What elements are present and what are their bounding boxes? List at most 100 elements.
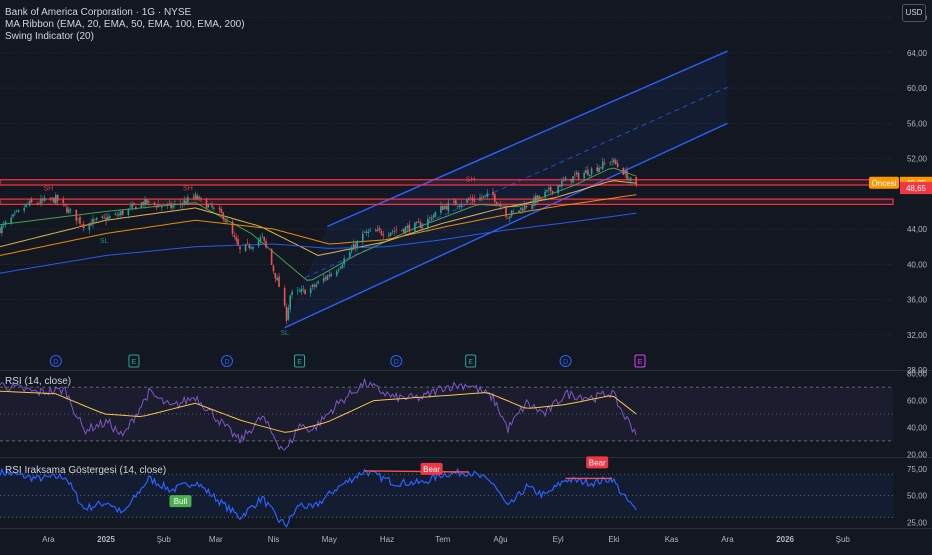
rsi-legend[interactable]: RSI (14, close) (5, 376, 72, 387)
candle-body (421, 226, 424, 229)
candle (575, 170, 578, 178)
candle (382, 230, 385, 240)
candle-body (118, 213, 120, 216)
candle (213, 206, 215, 212)
earnings-marker[interactable]: E (465, 354, 477, 368)
candle-body (95, 217, 98, 220)
candle-body (535, 195, 537, 203)
candle (157, 200, 159, 208)
candle (231, 218, 234, 237)
candle (265, 238, 267, 250)
candle-body (56, 194, 59, 202)
candle (192, 193, 195, 201)
candle-body (600, 167, 602, 168)
candle-body (209, 203, 212, 205)
swing-low-label: SL (100, 238, 109, 245)
price-axis-label: 60,00 (907, 84, 928, 93)
rsi-divergence-legend[interactable]: RSI Iraksama Göstergesi (14, close) (5, 465, 167, 476)
candle-body (257, 240, 260, 246)
ma-ribbon-legend[interactable]: MA Ribbon (EMA, 20, EMA, 50, EMA, 100, E… (5, 19, 245, 30)
candle (77, 218, 79, 224)
candle (174, 199, 176, 209)
candle (471, 194, 474, 205)
candle (259, 234, 262, 245)
dividend-marker[interactable]: D (49, 355, 62, 367)
candle (94, 218, 96, 223)
candle (531, 203, 533, 212)
candle-body (108, 216, 111, 219)
candle (309, 285, 312, 297)
candle (561, 177, 563, 191)
candle-body (613, 159, 615, 163)
candle (609, 161, 612, 166)
candle-body (144, 198, 146, 206)
dividend-marker-shape (390, 355, 403, 367)
candle (285, 303, 288, 325)
candle (114, 211, 117, 216)
swing-indicator-legend[interactable]: Swing Indicator (20) (5, 31, 94, 42)
bull-label: Bull (169, 495, 192, 508)
symbol-title[interactable]: Bank of America Corporation · 1G · NYSE (5, 7, 192, 18)
candle (155, 204, 158, 211)
candle-body (49, 198, 52, 200)
candle (421, 222, 424, 232)
candle (118, 210, 120, 217)
earnings-marker[interactable]: E (128, 354, 140, 368)
candle (363, 230, 366, 233)
candle (559, 184, 561, 187)
candle (49, 196, 52, 202)
candle-body (570, 178, 572, 182)
candle (30, 197, 33, 204)
earnings-marker-shape (634, 354, 646, 368)
dividend-marker[interactable]: D (220, 355, 233, 367)
candle (235, 233, 238, 245)
candle (14, 209, 16, 217)
price-axis-label: 52,00 (907, 155, 928, 164)
earnings-marker[interactable]: E (634, 354, 646, 368)
earnings-marker[interactable]: E (294, 354, 306, 368)
candle (441, 203, 444, 211)
candle-body (12, 214, 14, 217)
candle (36, 201, 39, 206)
candle-body (270, 248, 273, 265)
candle-body (447, 202, 450, 212)
time-axis-label: Ağu (493, 535, 507, 544)
currency-button[interactable]: USD (902, 4, 926, 22)
candle-body (181, 203, 184, 206)
candle-body (601, 161, 604, 169)
candle-body (88, 223, 91, 230)
candle-body (406, 225, 409, 228)
candle (276, 274, 279, 282)
candle (367, 228, 370, 238)
candle (512, 209, 515, 213)
candle (479, 193, 481, 202)
dividend-marker[interactable]: D (390, 355, 403, 367)
candle-body (291, 291, 293, 295)
candle (505, 204, 507, 220)
candle (378, 225, 381, 233)
candle-body (361, 233, 364, 243)
candle (146, 199, 148, 206)
candle (395, 225, 398, 234)
candle (544, 188, 546, 202)
candle (427, 214, 429, 232)
dividend-marker[interactable]: D (559, 355, 572, 367)
candle-body (0, 227, 1, 234)
dividend-marker-text: D (563, 359, 568, 366)
candle (55, 192, 57, 205)
candle-body (518, 210, 520, 213)
time-axis-label: Şub (836, 535, 851, 544)
candle-body (248, 244, 251, 248)
rsi-axis-label: 80,00 (907, 370, 928, 379)
time-axis-label: Ara (42, 535, 55, 544)
candle (135, 206, 137, 210)
candle-body (311, 284, 314, 288)
candle-body (430, 217, 433, 220)
candle (574, 170, 576, 179)
candle (185, 197, 187, 204)
candle-body (443, 206, 446, 209)
candle (172, 202, 174, 211)
candle (95, 216, 98, 222)
candle (481, 194, 483, 202)
